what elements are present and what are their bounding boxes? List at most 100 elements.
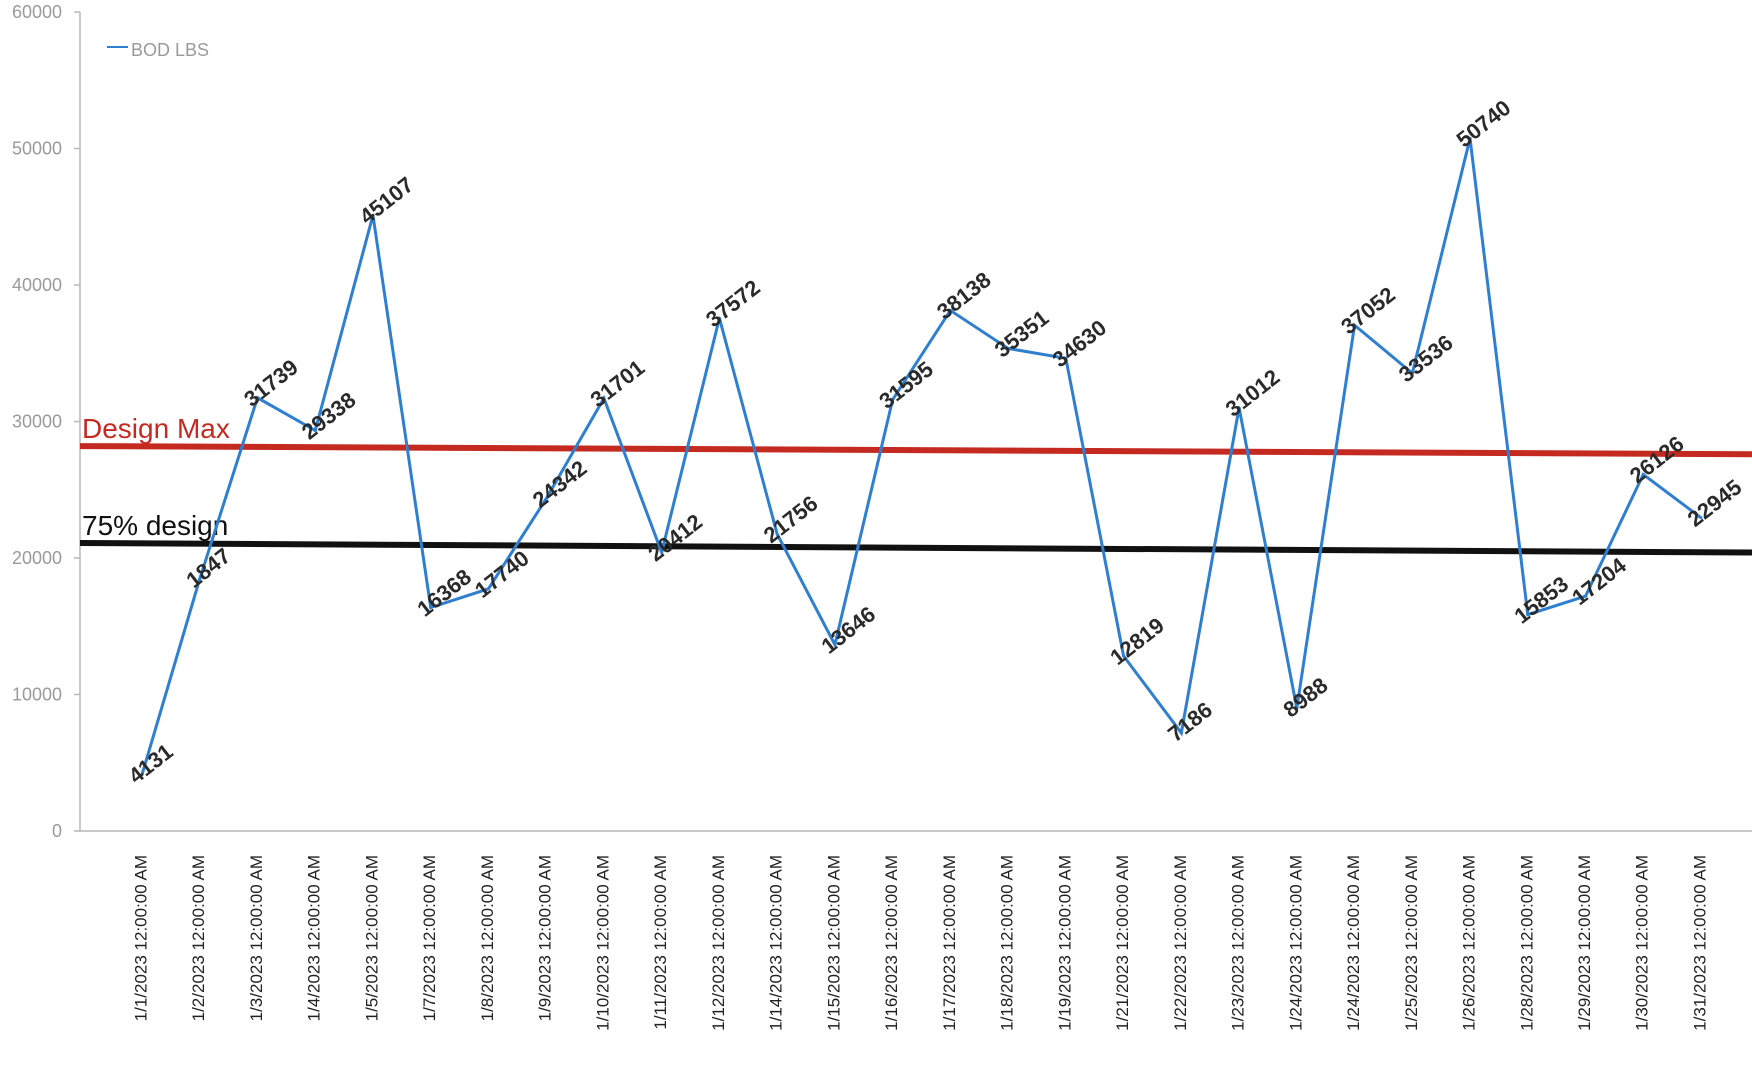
y-tick-label: 50000 — [12, 139, 62, 159]
data-label: 31739 — [239, 354, 303, 411]
x-tick-label: 1/8/2023 12:00:00 AM — [478, 855, 497, 1021]
data-point — [1353, 323, 1357, 327]
y-tick-label: 0 — [52, 821, 62, 841]
x-tick-label: 1/31/2023 12:00:00 AM — [1690, 855, 1709, 1031]
x-tick-label: 1/22/2023 12:00:00 AM — [1171, 855, 1190, 1031]
legend-label: BOD LBS — [131, 40, 209, 60]
data-point — [486, 587, 490, 591]
data-point — [602, 396, 606, 400]
data-point — [1064, 356, 1068, 360]
reference-line — [79, 539, 1752, 556]
data-point — [1526, 613, 1530, 617]
series-line — [140, 138, 1702, 776]
x-tick-label: 1/9/2023 12:00:00 AM — [536, 855, 555, 1021]
legend: BOD LBS — [107, 40, 209, 60]
data-point — [1295, 706, 1299, 710]
x-tick-label: 1/18/2023 12:00:00 AM — [998, 855, 1017, 1031]
y-tick-label: 40000 — [12, 275, 62, 295]
y-tick-label: 30000 — [12, 412, 62, 432]
y-tick-label: 60000 — [12, 2, 62, 22]
x-tick-labels: 1/1/2023 12:00:00 AM 1/2/2023 12:00:00 AM… — [131, 855, 1709, 1031]
data-label: 31701 — [586, 355, 650, 412]
data-label: 37572 — [701, 275, 765, 332]
data-label: 8988 — [1279, 672, 1333, 722]
data-label: 37052 — [1336, 282, 1400, 339]
x-tick-label: 1/25/2023 12:00:00 AM — [1402, 855, 1421, 1031]
data-point — [1641, 472, 1645, 476]
reference-line-label: Design Max — [82, 413, 230, 444]
data-point — [1179, 731, 1183, 735]
data-label: 34630 — [1048, 315, 1112, 372]
data-label: 17740 — [470, 545, 534, 602]
data-label: 24342 — [528, 455, 592, 512]
data-point — [1584, 594, 1588, 598]
data-point — [1122, 654, 1126, 658]
x-tick-label: 1/2/2023 12:00:00 AM — [189, 855, 208, 1021]
data-label: 20412 — [643, 509, 707, 566]
y-tick-labels: 0 10000 20000 30000 40000 50000 60000 — [12, 2, 80, 841]
data-label: 15853 — [1509, 571, 1573, 628]
reference-line-label: 75% design — [82, 510, 228, 541]
data-label: 45107 — [355, 172, 419, 229]
data-label: 7186 — [1163, 697, 1217, 747]
x-tick-label: 1/10/2023 12:00:00 AM — [593, 855, 612, 1031]
x-tick-label: 1/30/2023 12:00:00 AM — [1633, 855, 1652, 1031]
data-point — [198, 577, 202, 581]
data-label: 31595 — [874, 356, 938, 413]
x-tick-label: 1/11/2023 12:00:00 AM — [651, 855, 670, 1030]
x-tick-label: 1/28/2023 12:00:00 AM — [1517, 855, 1536, 1031]
reference-line — [79, 443, 1752, 458]
data-label: 33536 — [1394, 330, 1458, 387]
x-tick-label: 1/17/2023 12:00:00 AM — [940, 855, 959, 1031]
data-point — [891, 398, 895, 402]
data-point — [371, 213, 375, 217]
data-point — [1410, 371, 1414, 375]
data-label: 26126 — [1625, 431, 1689, 488]
data-point — [544, 497, 548, 501]
data-label: 22945 — [1683, 474, 1747, 531]
data-point — [833, 643, 837, 647]
data-label: 29338 — [297, 387, 361, 444]
x-tick-label: 1/15/2023 12:00:00 AM — [824, 855, 843, 1031]
data-point — [1237, 406, 1241, 410]
x-tick-label: 1/29/2023 12:00:00 AM — [1575, 855, 1594, 1031]
reference-lines: Design Max 75% design — [79, 413, 1752, 556]
x-tick-label: 1/12/2023 12:00:00 AM — [709, 855, 728, 1031]
data-point — [717, 316, 721, 320]
series-layer — [140, 136, 1703, 777]
data-point — [1006, 346, 1010, 350]
data-point — [948, 308, 952, 312]
x-tick-label: 1/26/2023 12:00:00 AM — [1460, 855, 1479, 1031]
x-tick-label: 1/19/2023 12:00:00 AM — [1055, 855, 1074, 1031]
x-tick-label: 1/16/2023 12:00:00 AM — [882, 855, 901, 1031]
data-label: 50740 — [1452, 95, 1516, 152]
data-point — [1699, 516, 1703, 520]
data-point — [140, 773, 144, 777]
data-point — [255, 396, 259, 400]
x-tick-label: 1/4/2023 12:00:00 AM — [305, 855, 324, 1021]
y-tick-label: 10000 — [12, 685, 62, 705]
data-labels: 4131184731739293384510716368177402434231… — [124, 95, 1747, 789]
x-tick-label: 1/24/2023 12:00:00 AM — [1344, 855, 1363, 1031]
x-tick-label: 1/5/2023 12:00:00 AM — [362, 855, 381, 1021]
x-tick-label: 1/3/2023 12:00:00 AM — [247, 855, 266, 1021]
data-point — [313, 429, 317, 433]
data-label: 16368 — [412, 564, 476, 621]
data-point — [660, 550, 664, 554]
x-tick-label: 1/24/2023 12:00:00 AM — [1286, 855, 1305, 1031]
data-label: 38138 — [932, 267, 996, 324]
data-point — [429, 606, 433, 610]
data-point — [775, 532, 779, 536]
x-tick-label: 1/14/2023 12:00:00 AM — [767, 855, 786, 1031]
x-tick-label: 1/21/2023 12:00:00 AM — [1113, 855, 1132, 1031]
y-tick-label: 20000 — [12, 548, 62, 568]
x-tick-label: 1/1/2023 12:00:00 AM — [131, 855, 150, 1021]
data-label: 31012 — [1221, 364, 1285, 421]
data-label: 12819 — [1105, 613, 1169, 670]
x-tick-label: 1/23/2023 12:00:00 AM — [1229, 855, 1248, 1031]
x-tick-label: 1/7/2023 12:00:00 AM — [420, 855, 439, 1021]
data-point — [1468, 136, 1472, 140]
data-label: 17204 — [1567, 552, 1631, 610]
